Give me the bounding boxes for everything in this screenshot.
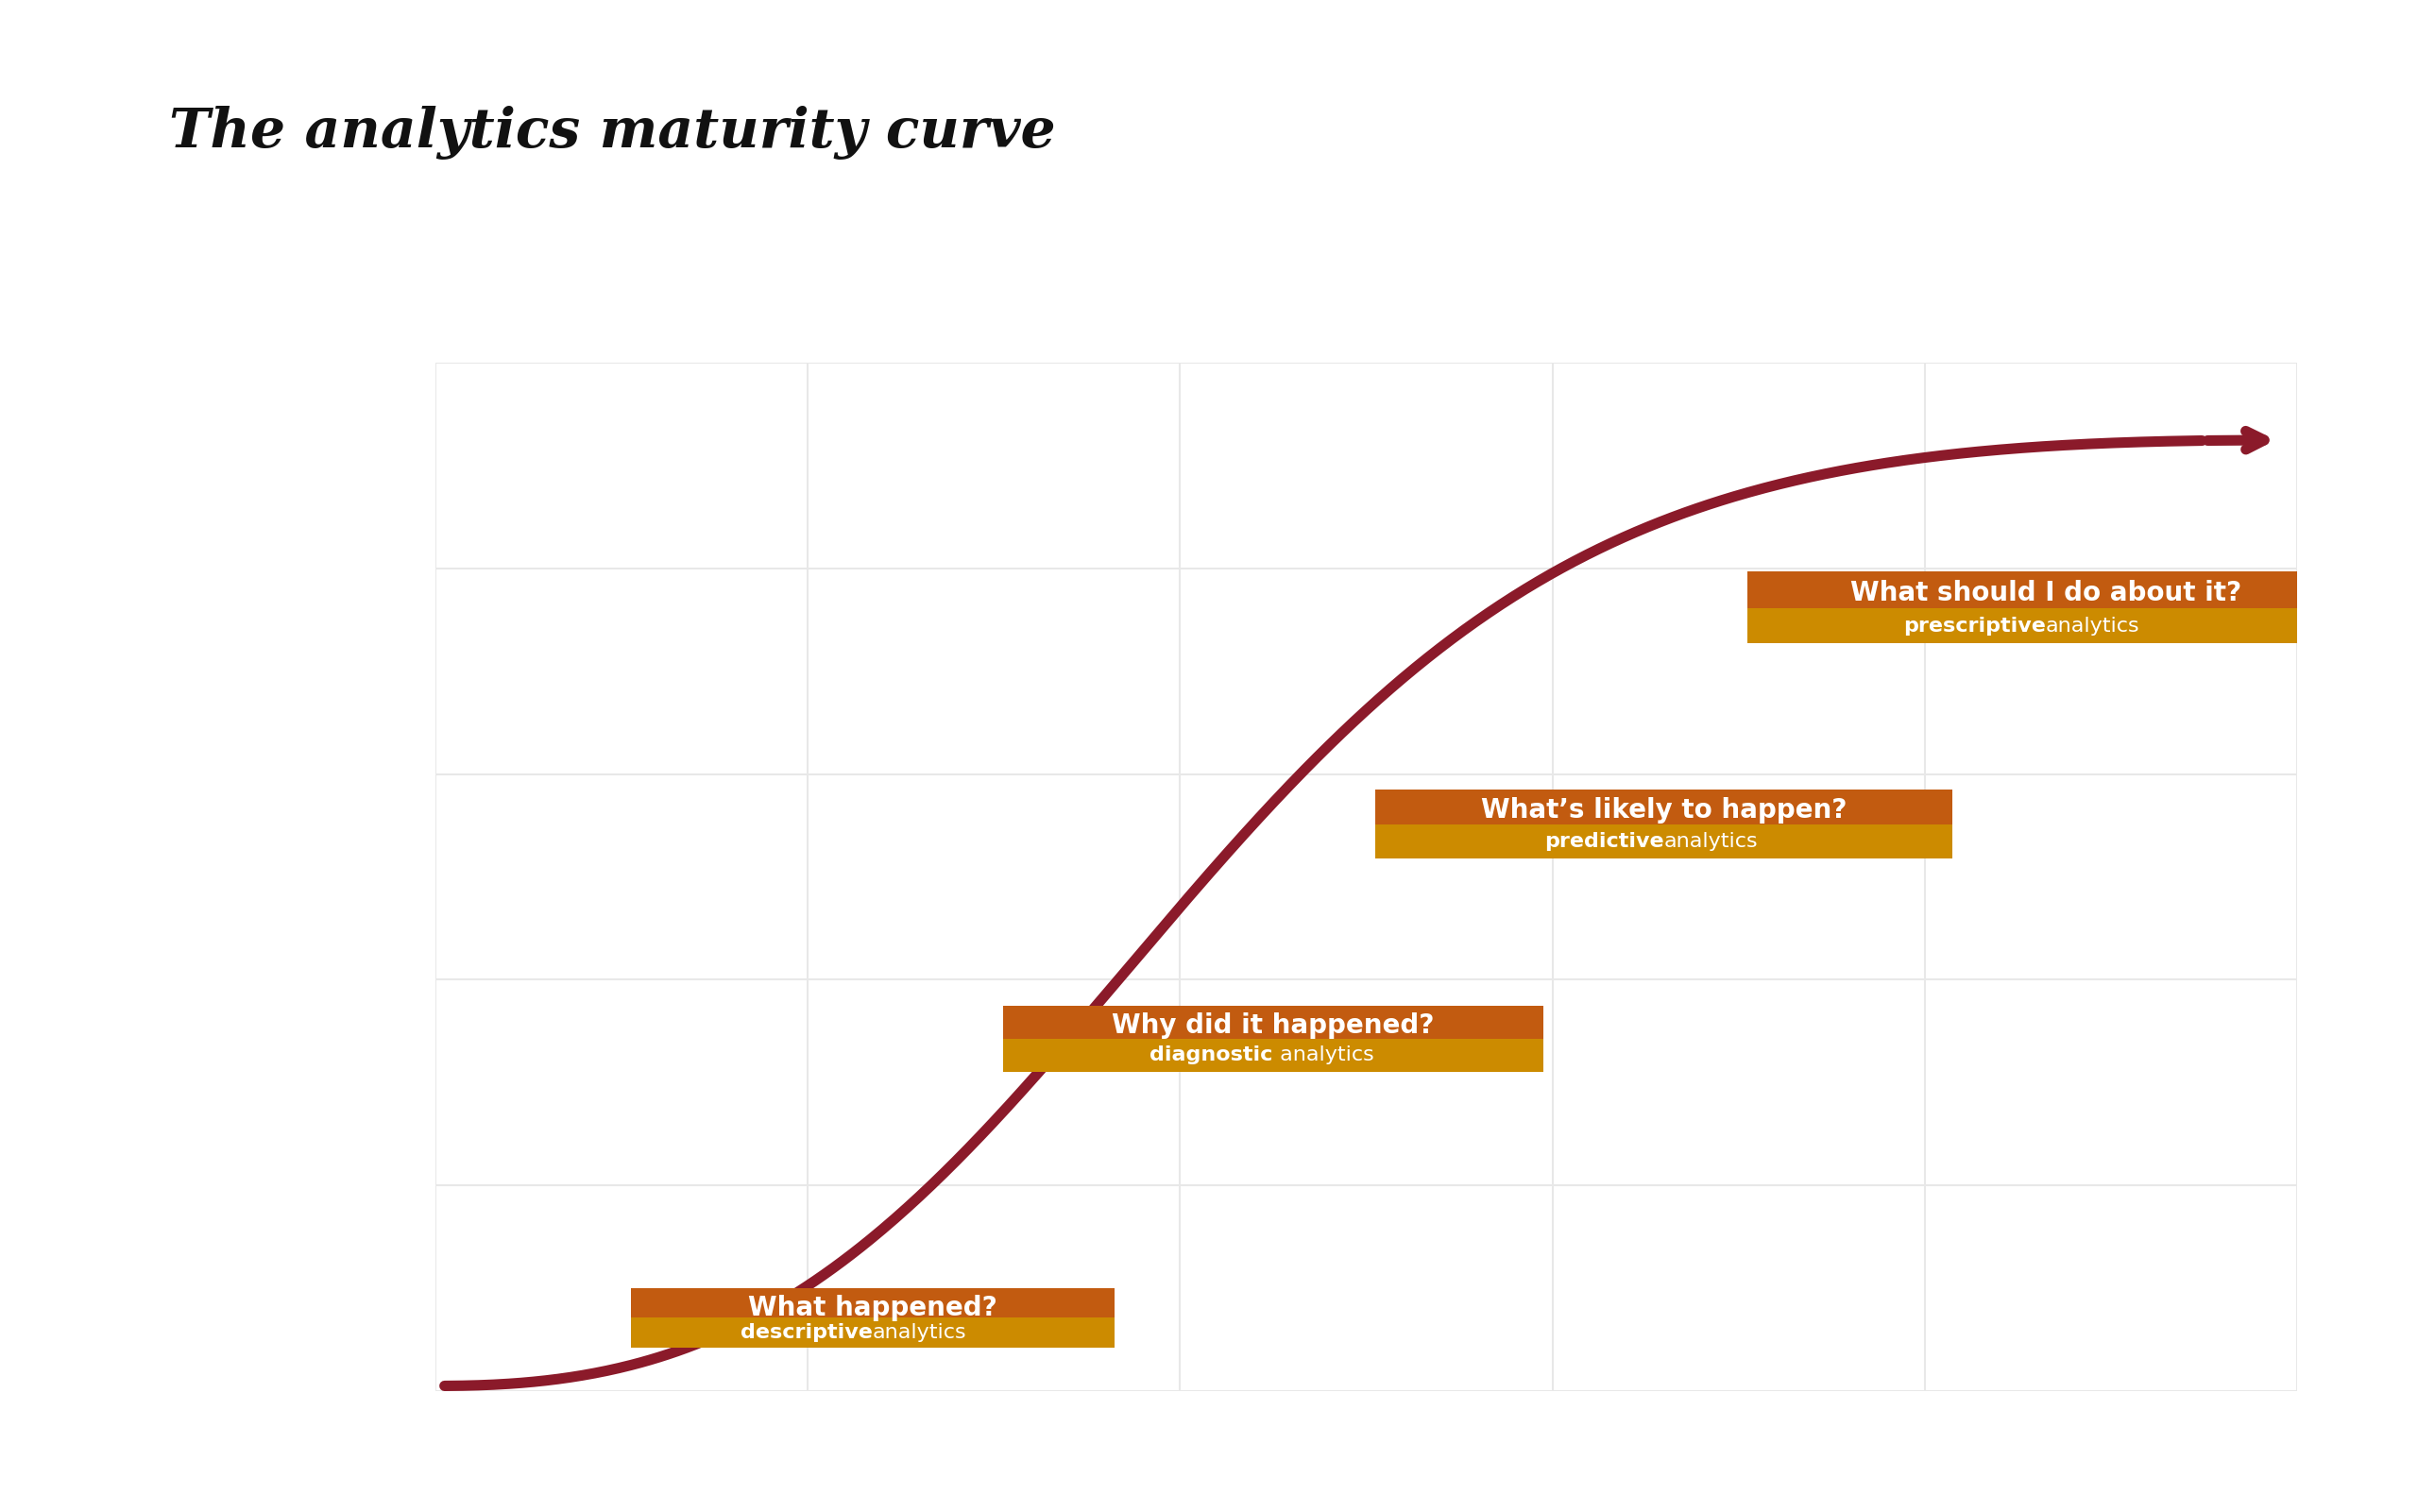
FancyBboxPatch shape [1003,1005,1543,1046]
FancyBboxPatch shape [631,1288,1115,1328]
Text: What should I do about it?: What should I do about it? [1850,581,2241,606]
Text: analytics: analytics [2046,617,2140,635]
Text: prescriptive: prescriptive [1903,617,2046,635]
FancyBboxPatch shape [1376,789,1954,830]
FancyBboxPatch shape [1376,824,1954,859]
FancyBboxPatch shape [631,1317,1115,1347]
Text: analytics: analytics [1664,832,1758,851]
FancyBboxPatch shape [1748,572,2343,615]
Text: What happened?: What happened? [747,1294,996,1321]
Text: analytics: analytics [1272,1046,1373,1064]
Text: What’s likely to happen?: What’s likely to happen? [1482,797,1847,824]
Text: predictive: predictive [1545,832,1664,851]
FancyBboxPatch shape [1003,1039,1543,1072]
FancyBboxPatch shape [1748,609,2343,644]
Text: analytics: analytics [873,1323,967,1341]
Text: Why did it happened?: Why did it happened? [1112,1013,1434,1039]
Text: descriptive: descriptive [740,1323,873,1341]
Text: diagnostic: diagnostic [1151,1046,1272,1064]
Text: The analytics maturity curve: The analytics maturity curve [169,106,1057,160]
